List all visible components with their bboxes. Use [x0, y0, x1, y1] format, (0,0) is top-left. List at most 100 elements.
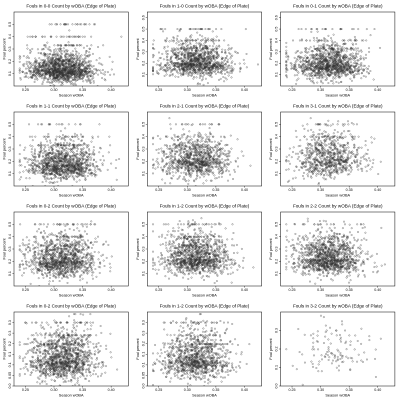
data-point: [188, 53, 191, 56]
data-point: [34, 78, 36, 81]
data-point: [227, 58, 229, 61]
data-point: [304, 50, 307, 53]
data-point: [206, 45, 208, 48]
data-point: [53, 77, 56, 80]
data-point: [55, 57, 58, 60]
data-point: [210, 38, 213, 41]
data-point: [90, 140, 93, 143]
data-point: [87, 74, 90, 77]
data-point: [60, 81, 63, 84]
data-point: [306, 68, 309, 71]
data-point: [346, 57, 349, 60]
data-point: [216, 61, 219, 63]
data-point: [18, 160, 21, 163]
data-point: [25, 169, 28, 172]
data-point: [367, 65, 370, 68]
data-point: [351, 42, 354, 45]
data-point: [78, 58, 81, 61]
data-point: [71, 50, 74, 53]
data-point: [75, 60, 78, 62]
data-point: [49, 173, 52, 175]
data-point: [218, 66, 221, 69]
data-point: [309, 66, 312, 69]
data-point: [57, 65, 60, 68]
data-point: [73, 67, 76, 70]
data-point: [297, 66, 300, 68]
data-point: [316, 76, 318, 79]
data-point: [227, 48, 230, 51]
data-point: [26, 161, 29, 164]
data-point: [202, 46, 204, 49]
data-point: [69, 58, 72, 61]
data-point: [71, 185, 74, 186]
data-point: [177, 48, 179, 51]
data-point: [65, 56, 67, 58]
data-point: [354, 62, 357, 65]
data-point: [169, 66, 172, 69]
data-point: [198, 49, 201, 52]
data-point: [63, 77, 66, 80]
data-point: [297, 63, 300, 66]
data-point: [70, 80, 73, 82]
data-point: [337, 81, 340, 84]
data-point: [48, 62, 51, 65]
data-point: [199, 28, 201, 30]
data-point: [51, 152, 53, 155]
data-point: [316, 41, 319, 43]
data-point: [72, 164, 75, 166]
data-point: [39, 172, 42, 175]
data-point: [334, 60, 337, 63]
data-point: [342, 55, 345, 58]
y-tick-label: 0.6: [141, 15, 145, 20]
data-point: [73, 178, 76, 181]
data-point: [85, 62, 88, 65]
data-point: [163, 65, 166, 68]
data-point: [62, 65, 65, 68]
data-point: [47, 133, 50, 135]
data-point: [89, 79, 92, 82]
data-point: [82, 61, 85, 63]
data-point: [74, 132, 76, 135]
data-point: [76, 23, 79, 26]
data-point: [71, 135, 73, 138]
data-point: [52, 70, 55, 73]
data-point: [178, 51, 180, 54]
data-point: [318, 68, 321, 71]
data-point: [83, 35, 86, 38]
data-point: [51, 149, 54, 151]
data-point: [77, 168, 80, 171]
data-point: [181, 43, 184, 45]
data-point: [207, 52, 210, 55]
data-point: [322, 43, 325, 46]
data-point: [55, 58, 58, 61]
data-point: [199, 66, 202, 69]
data-point: [67, 58, 70, 61]
y-tick-label: 0.4: [141, 38, 145, 43]
data-point: [63, 155, 66, 158]
data-point: [77, 138, 80, 140]
data-point: [336, 47, 339, 50]
data-point: [372, 78, 375, 81]
data-point: [61, 83, 64, 86]
data-point: [80, 54, 83, 57]
data-point: [94, 72, 97, 75]
data-point: [92, 81, 95, 84]
data-point: [32, 73, 35, 76]
data-point: [103, 73, 106, 76]
data-point: [318, 76, 321, 79]
data-point: [75, 50, 78, 53]
data-point: [63, 144, 65, 147]
data-point: [52, 78, 54, 81]
data-point: [41, 164, 44, 167]
data-point: [208, 55, 211, 58]
scatter-points: [18, 123, 121, 186]
y-tick-label: 0.4: [8, 134, 12, 139]
data-point: [365, 57, 367, 59]
data-point: [219, 71, 222, 74]
data-point: [311, 81, 314, 84]
data-point: [99, 170, 102, 172]
data-point: [357, 59, 360, 62]
data-point: [44, 160, 47, 162]
data-point: [50, 145, 53, 148]
data-point: [63, 23, 66, 26]
